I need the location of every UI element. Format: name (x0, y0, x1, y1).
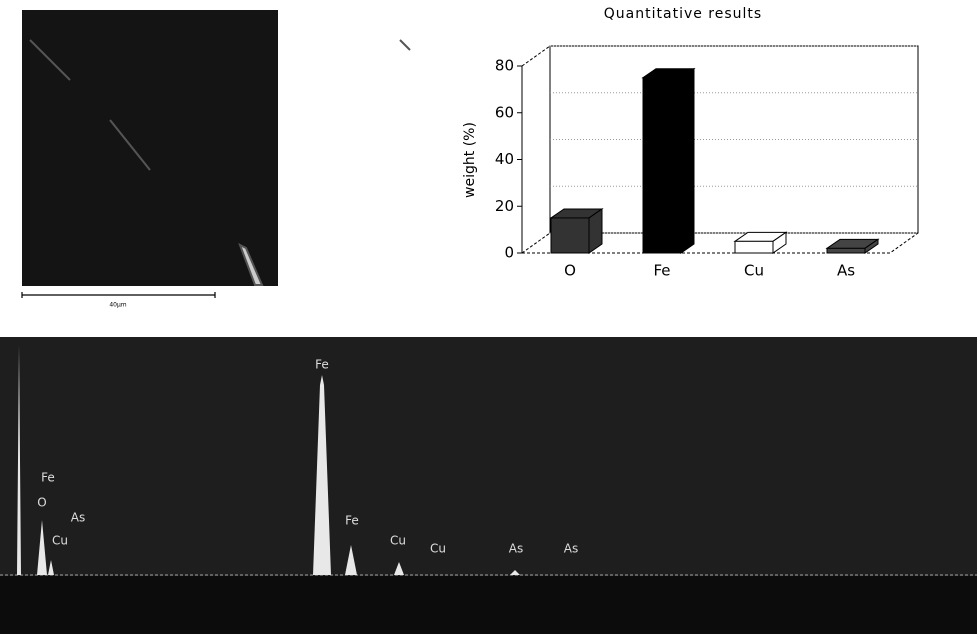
y-tick-label: 40 (495, 150, 514, 168)
y-tick-label: 0 (504, 244, 514, 262)
x-tick-label: Fe (653, 262, 670, 280)
peak-label: Cu (430, 542, 446, 556)
sem-image (22, 10, 278, 286)
peak-label: As (509, 542, 523, 556)
peak-label: Fe (315, 358, 329, 372)
x-tick-label: O (564, 262, 576, 280)
spectrum-lower (0, 576, 977, 634)
bar (826, 247, 866, 254)
x-tick-label: Cu (744, 262, 764, 280)
sem-feature (29, 39, 411, 286)
y-axis-label: weight (%) (462, 122, 478, 198)
peak-label: Fe (41, 471, 55, 485)
peak-label: Fe (345, 514, 359, 528)
y-tick-label: 60 (495, 103, 514, 121)
bar (734, 240, 774, 254)
peak-label: O (37, 496, 46, 510)
y-tick-label: 20 (495, 197, 514, 215)
bar-side (680, 67, 695, 254)
peak-label: Cu (390, 534, 406, 548)
y-tick-label: 80 (495, 57, 514, 75)
bar (550, 217, 590, 254)
scale-bar (21, 292, 216, 298)
bar (642, 77, 682, 254)
peak-label: As (71, 511, 85, 525)
peak-label: As (564, 542, 578, 556)
peak-label: Cu (52, 534, 68, 548)
scale-label: 40µm (109, 302, 126, 309)
chart-title: Quantitative results (604, 6, 762, 22)
x-tick-label: As (837, 262, 855, 280)
